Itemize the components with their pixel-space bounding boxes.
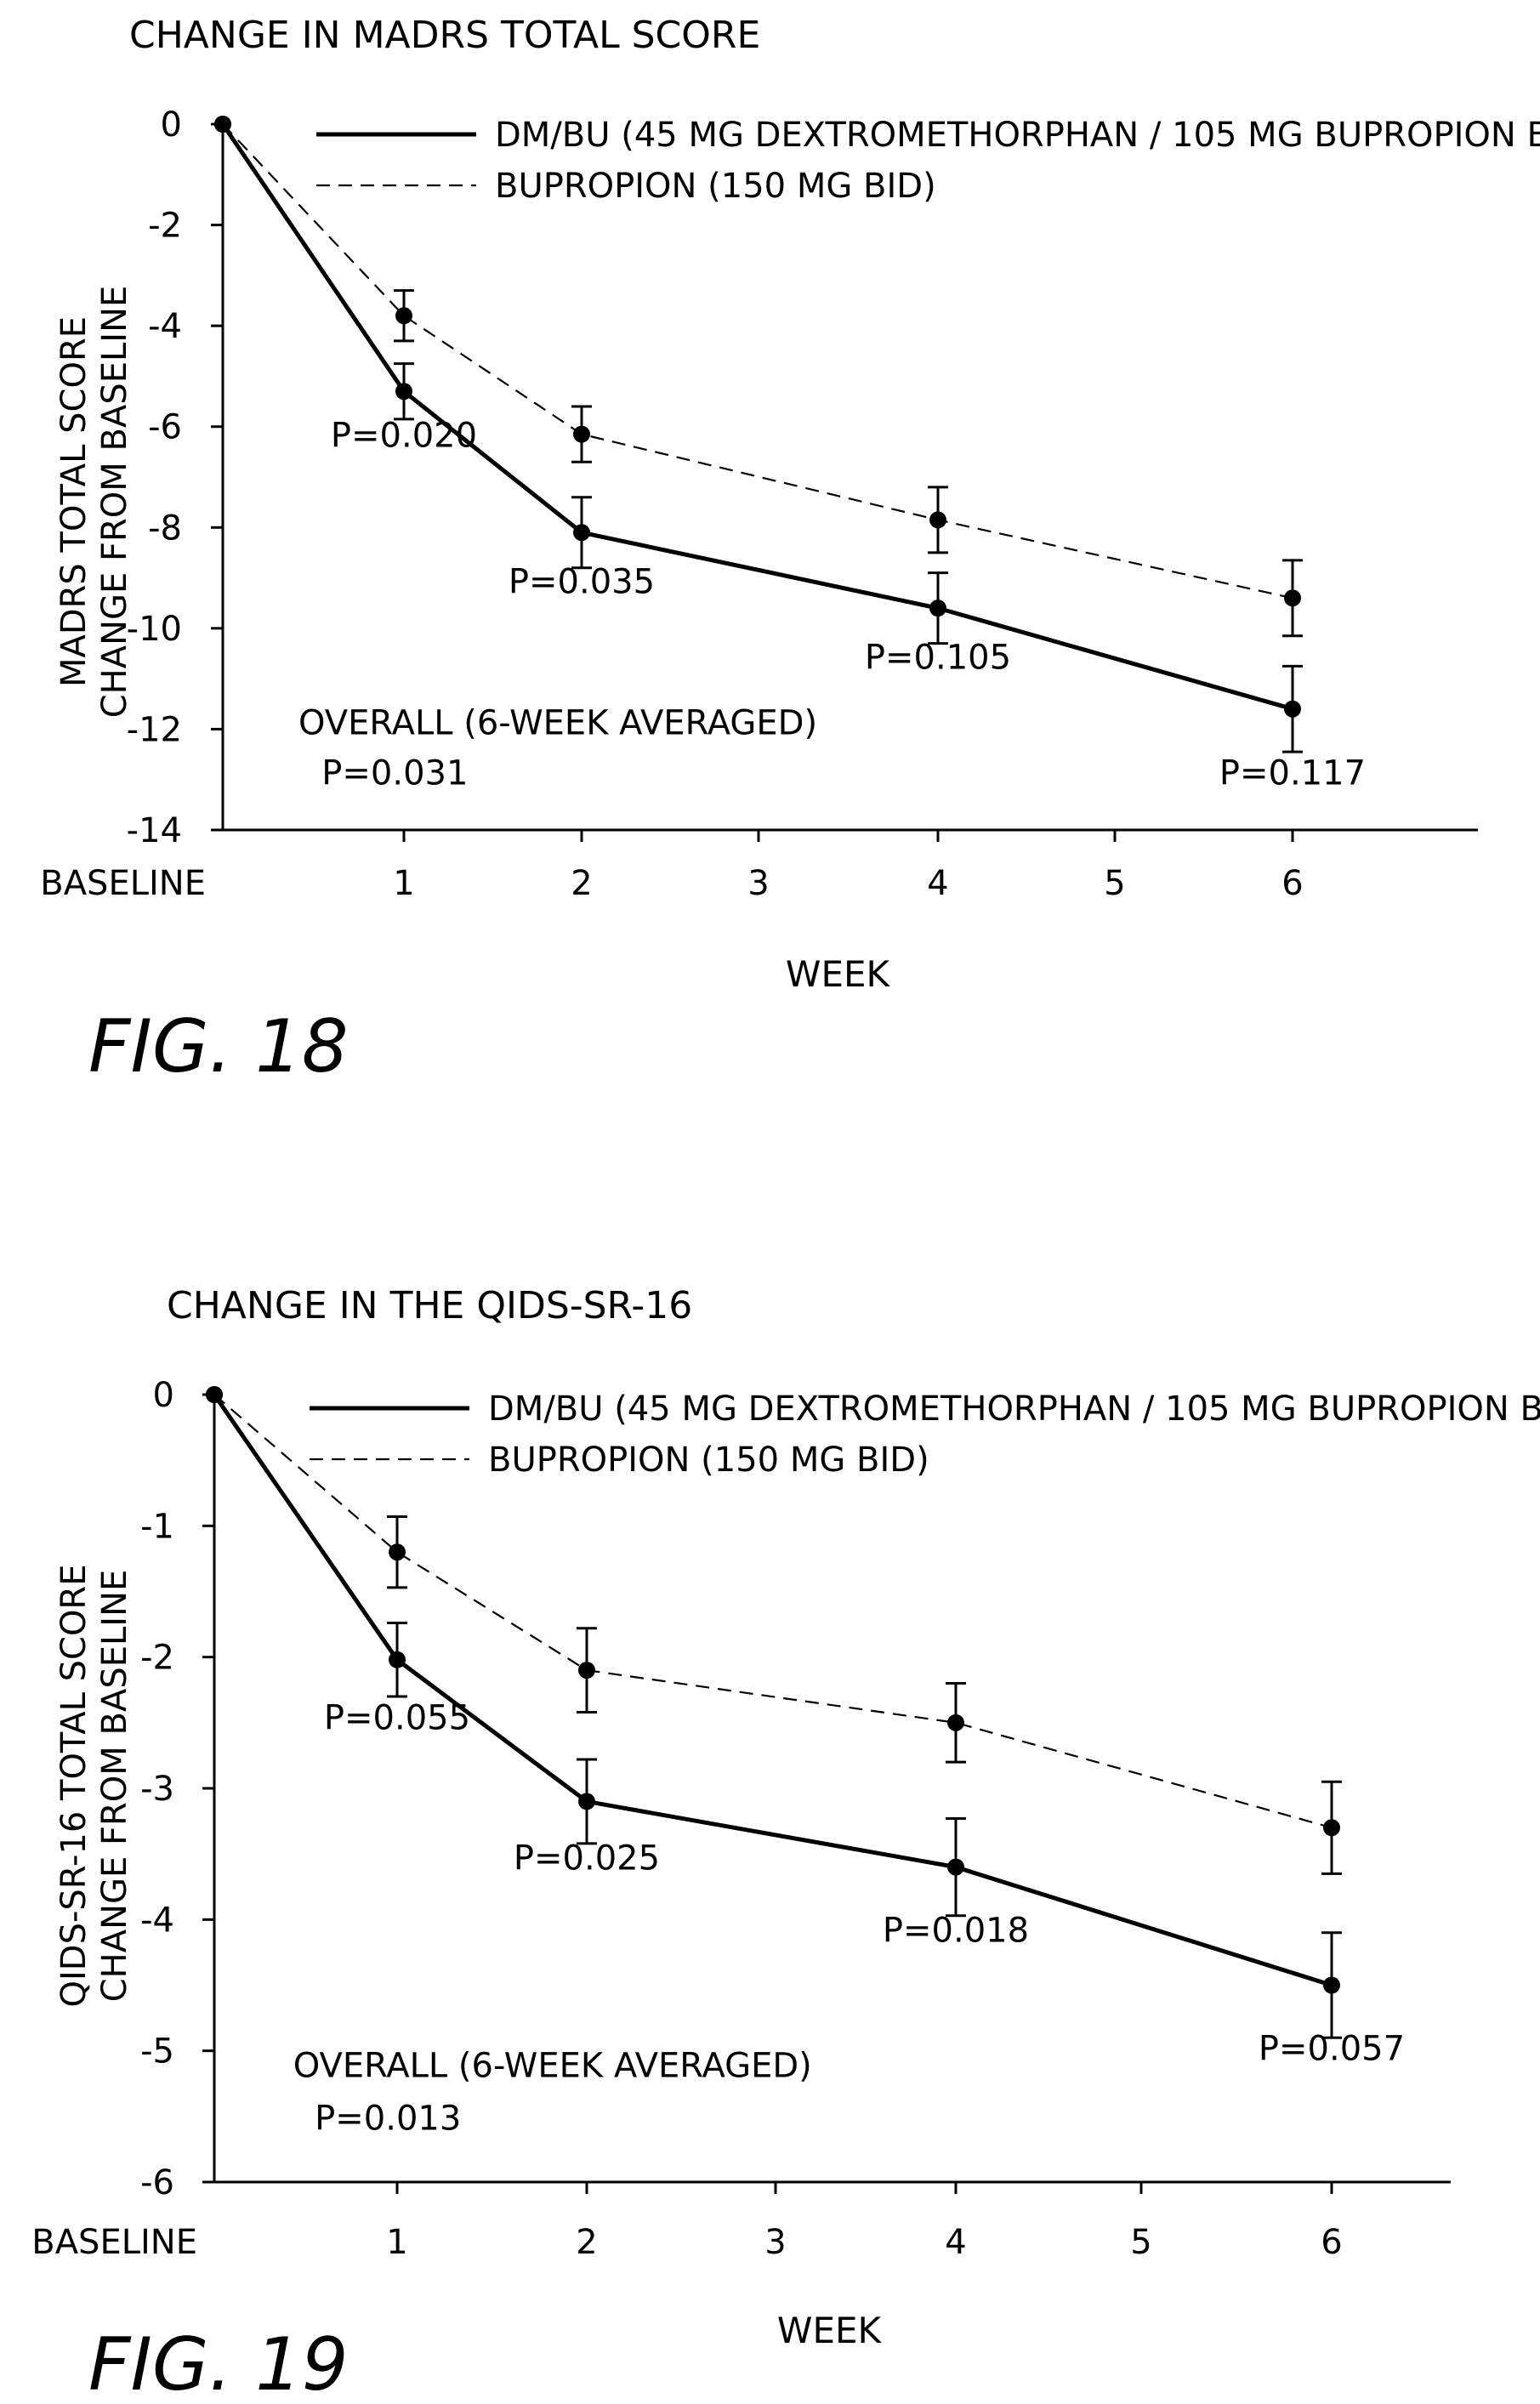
y-tick-label: -4	[140, 1901, 174, 1940]
data-point	[573, 524, 590, 542]
series-bupropion	[206, 1386, 1342, 1875]
x-tick-label: 5	[1104, 864, 1125, 903]
x-tick-label: 1	[386, 2223, 407, 2262]
y-axis-label: MADRS TOTAL SCORE CHANGE FROM BASELINE	[54, 286, 134, 719]
y-axis-label-line: CHANGE FROM BASELINE	[95, 1570, 134, 2003]
data-point	[395, 383, 412, 401]
x-tick-label: 1	[393, 864, 414, 903]
data-point	[929, 511, 946, 529]
x-axis-label: WEEK	[777, 2310, 883, 2351]
data-point	[389, 1543, 406, 1561]
data-point	[214, 116, 231, 133]
legend: DM/BU (45 MG DEXTROMETHORPHAN / 105 MG B…	[316, 116, 1540, 206]
y-tick-label: -4	[148, 307, 182, 346]
annotation: P=0.117	[1219, 754, 1366, 793]
data-point	[1284, 700, 1301, 718]
y-tick-label: -5	[140, 2032, 174, 2072]
annotation: OVERALL (6-WEEK AVERAGED)	[298, 703, 817, 742]
y-tick-label: -1	[140, 1507, 174, 1546]
data-point	[206, 1386, 223, 1403]
y-axis-label-line: QIDS-SR-16 TOTAL SCORE	[54, 1565, 94, 2008]
data-point	[947, 1858, 964, 1876]
y-tick-label: -2	[140, 1639, 174, 1678]
x-tick-label: BASELINE	[31, 2223, 197, 2262]
y-tick-label: 0	[161, 105, 182, 145]
x-tick-label: 2	[576, 2223, 597, 2262]
y-tick-label: -6	[140, 2163, 174, 2202]
annotation: P=0.105	[865, 638, 1011, 677]
figure-label: FIG. 18	[88, 1004, 349, 1089]
legend: DM/BU (45 MG DEXTROMETHORPHAN / 105 MG B…	[310, 1390, 1540, 1480]
data-point	[578, 1662, 595, 1679]
y-tick-label: -6	[148, 408, 182, 447]
y-tick-label: 0	[153, 1376, 174, 1415]
chart-madrs: CHANGE IN MADRS TOTAL SCORE 0 -2 -4 -6 -8 -10 -…	[40, 14, 1540, 1089]
y-tick-label: -12	[127, 710, 182, 749]
y-tick-label: -10	[127, 610, 182, 649]
data-point	[1284, 589, 1301, 607]
annotation: P=0.018	[883, 1912, 1029, 1951]
data-point	[389, 1651, 406, 1668]
data-point	[395, 307, 412, 325]
annotation: OVERALL (6-WEEK AVERAGED)	[293, 2047, 812, 2086]
data-point	[1323, 1819, 1340, 1837]
y-axis-label-line: CHANGE FROM BASELINE	[95, 286, 134, 719]
legend-label: DM/BU (45 MG DEXTROMETHORPHAN / 105 MG B…	[488, 1390, 1540, 1429]
y-axis-label-line: MADRS TOTAL SCORE	[54, 316, 94, 687]
annotation: P=0.035	[509, 562, 655, 601]
annotation: P=0.031	[321, 754, 468, 793]
series-line	[212, 1393, 1333, 1987]
y-tick-label: -14	[127, 811, 182, 850]
figure-label: FIG. 19	[88, 2322, 349, 2404]
annotation: P=0.013	[315, 2099, 461, 2138]
data-point	[929, 600, 946, 617]
legend-label: DM/BU (45 MG DEXTROMETHORPHAN / 105 MG B…	[495, 116, 1540, 155]
y-tick-label: -3	[140, 1770, 174, 1809]
series-bupropion	[214, 116, 1303, 638]
data-point	[947, 1713, 964, 1731]
legend-label: BUPROPION (150 MG BID)	[495, 167, 936, 206]
legend-label: BUPROPION (150 MG BID)	[488, 1441, 929, 1480]
chart-title: CHANGE IN THE QIDS-SR-16	[167, 1284, 692, 1327]
y-tick-label: -2	[148, 207, 182, 246]
x-tick-label: 4	[945, 2223, 966, 2262]
x-tick-label: 6	[1321, 2223, 1342, 2262]
x-tick-label: 3	[764, 2223, 786, 2262]
y-tick-label: -8	[148, 509, 182, 548]
annotation: P=0.025	[514, 1839, 660, 1878]
x-tick-label: BASELINE	[40, 864, 206, 903]
annotation: P=0.020	[331, 416, 477, 455]
data-point	[1323, 1976, 1340, 1994]
annotation: P=0.057	[1259, 2029, 1405, 2068]
x-tick-label: 2	[571, 864, 592, 903]
x-tick-label: 6	[1281, 864, 1303, 903]
annotation: P=0.055	[324, 1699, 470, 1738]
chart-qids-sr-16: CHANGE IN THE QIDS-SR-16 0 -1 -2 -3 -4 -5 -6 BAS…	[31, 1284, 1540, 2404]
data-point	[573, 425, 590, 443]
x-tick-label: 4	[927, 864, 948, 903]
y-axis-label: QIDS-SR-16 TOTAL SCORE CHANGE FROM BASELI…	[54, 1565, 134, 2008]
x-tick-label: 5	[1130, 2223, 1151, 2262]
data-point	[578, 1793, 595, 1810]
x-tick-label: 3	[747, 864, 769, 903]
chart-title: CHANGE IN MADRS TOTAL SCORE	[129, 14, 760, 57]
x-axis-label: WEEK	[786, 953, 891, 995]
